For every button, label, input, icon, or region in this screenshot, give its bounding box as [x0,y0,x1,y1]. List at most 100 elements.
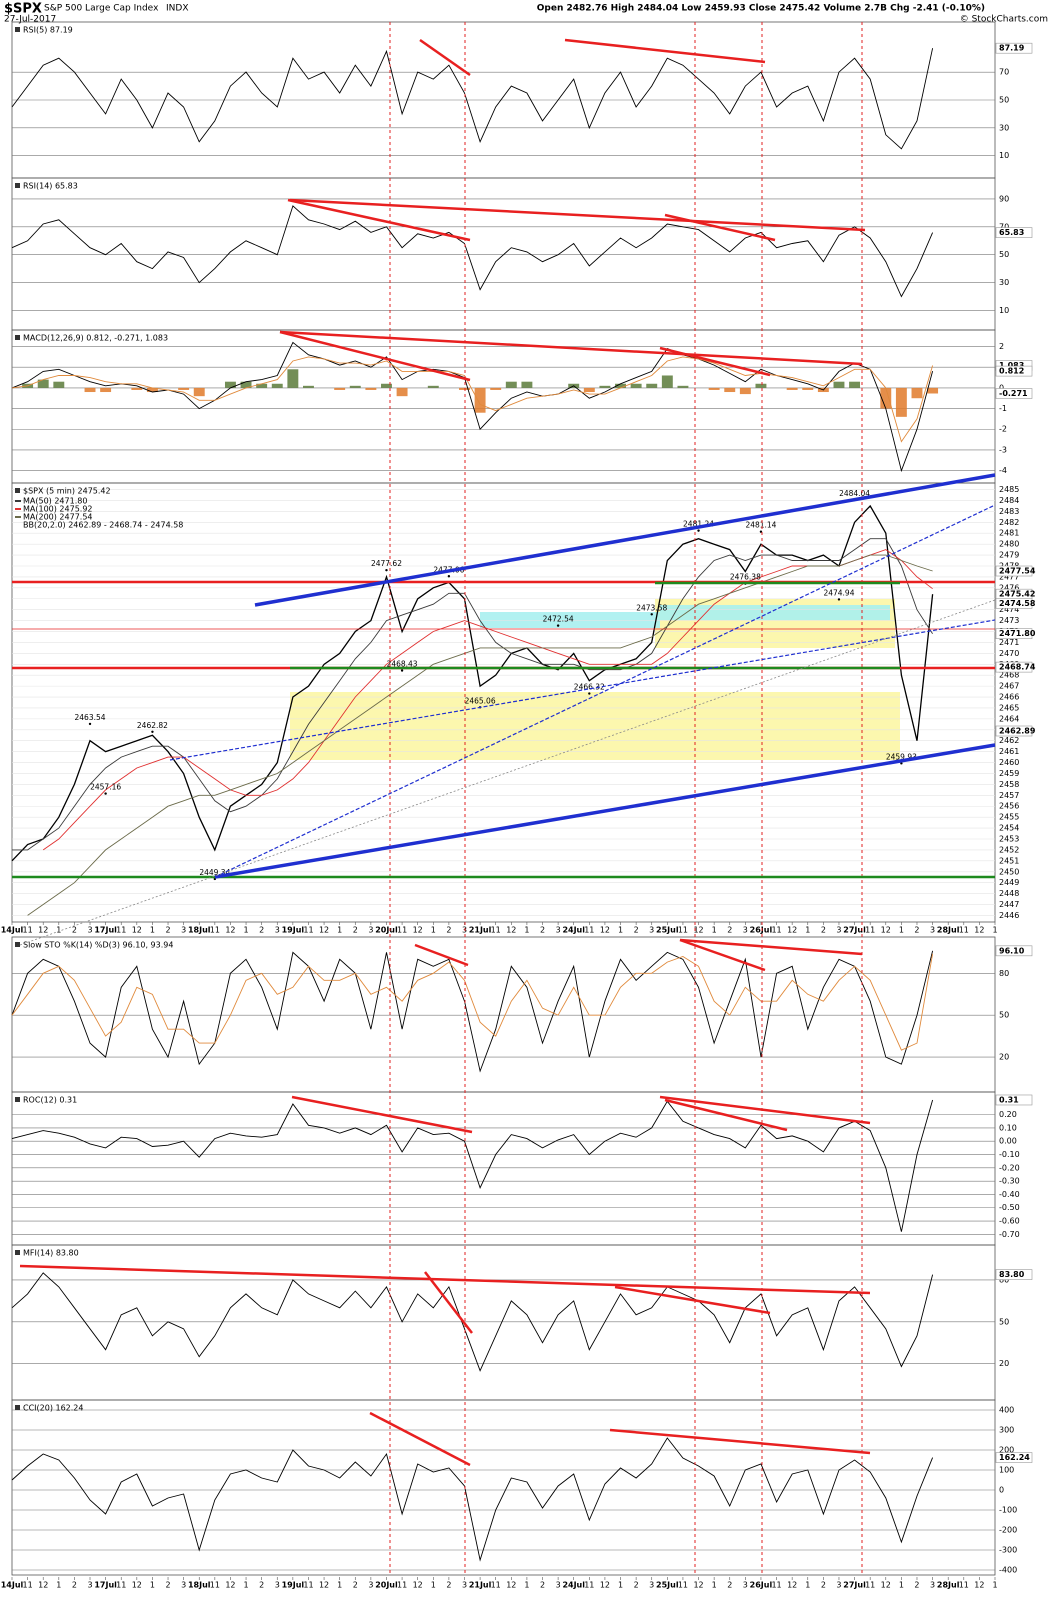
legend-entry: MA(200) 2477.54 [23,513,93,522]
x-tick-label: 1 [431,926,436,935]
panel-frame [11,1399,996,1576]
channel-line [254,473,996,607]
annotation-label: 2463.54 [75,713,106,722]
histogram-bar [599,385,611,388]
annotation-label: 2484.04 [839,489,870,498]
y-tick-label: 2452 [999,845,1019,854]
x-tick-label: 12 [974,1581,984,1590]
divergence-line [424,1271,473,1334]
series-line [27,554,933,916]
x-tick-label: 11 [210,1581,220,1590]
annotation-label: 2459.93 [886,752,917,761]
x-tick-label: 11 [23,1581,33,1590]
x-tick-label: 24Jul [562,1581,585,1590]
value-tag [995,388,1033,399]
panel-title: Slow STO %K(14) %D(3) 96.10, 93.94 [23,941,173,950]
y-tick-label: 2477 [999,572,1019,581]
x-tick-label: 11 [959,1581,969,1590]
trend-line [169,619,996,761]
x-tick-label: 11 [23,926,33,935]
annotation-label: 2466.32 [574,683,605,692]
x-tick-label: 2 [727,1581,732,1590]
y-tick-label: 50 [999,1317,1009,1326]
divergence-line [289,198,866,232]
credit: © StockCharts.com [960,15,1048,25]
y-tick-label: 2481 [999,529,1019,538]
value-tag-label: 87.19 [999,44,1025,53]
y-tick-label: 0.20 [999,1110,1017,1119]
value-tag-label: 162.24 [999,1453,1030,1462]
channel-line [214,743,996,879]
value-tag-label: 65.83 [999,228,1024,237]
y-tick-label: -300 [999,1546,1017,1555]
x-tick-label: 12 [974,926,984,935]
x-tick-label: 11 [959,926,969,935]
x-tick-label: 3 [649,926,654,935]
histogram-bar [131,387,143,390]
histogram-bar [287,369,299,388]
x-tick-label: 12 [693,926,703,935]
x-tick-label: 11 [116,1581,126,1590]
x-tick-label: 3 [462,1581,467,1590]
y-tick-label: 0 [999,383,1004,392]
y-tick-label: 2471 [999,638,1019,647]
x-tick-label: 2 [540,1581,545,1590]
y-tick-label: 400 [999,1406,1014,1415]
x-tick-label: 28Jul [937,926,960,935]
x-tick-label: 2 [259,926,264,935]
histogram-bar [521,381,533,388]
histogram-bar [661,375,673,388]
y-tick-label: 2458 [999,780,1019,789]
annotation-point [385,568,388,572]
value-tag-label: 2475.42 [999,590,1035,599]
x-tick-label: 25Jul [656,926,679,935]
divergence-line [419,38,471,77]
y-tick-label: -2 [999,425,1007,434]
y-tick-label: -0.60 [999,1217,1020,1226]
x-tick-label: 1 [712,1581,717,1590]
value-tag [995,1094,1033,1106]
y-tick-label: 300 [999,1426,1014,1435]
y-tick-label: 2455 [999,813,1019,822]
divergence-line [279,330,863,366]
annotation-label: 2476.38 [730,573,761,582]
x-tick-label: 11 [210,926,220,935]
y-tick-label: 2450 [999,867,1019,876]
x-tick-label: 3 [556,926,561,935]
title-marker [15,1097,20,1102]
y-tick-label: 80 [999,969,1009,978]
y-tick-label: 100 [999,1466,1014,1475]
annotation-point [88,722,92,726]
x-tick-label: 11 [771,926,781,935]
y-tick-label: 2451 [999,856,1019,865]
y-tick-label: -0.10 [999,1150,1020,1159]
x-tick-label: 3 [368,1581,373,1590]
divergence-line [291,1095,473,1134]
annotation-point [400,669,404,672]
x-tick-label: 1 [805,926,810,935]
histogram-bar [365,387,377,390]
x-tick-label: 2 [821,1581,826,1590]
histogram-bar [708,387,720,390]
histogram-bar [833,381,845,388]
x-tick-label: 2 [634,926,639,935]
panel-title: ROC(12) 0.31 [23,1096,77,1105]
y-tick-label: 80 [999,1275,1009,1284]
x-tick-label: 17Jul [94,1581,117,1590]
x-tick-label: 1 [618,926,623,935]
x-tick-label: 2 [540,926,545,935]
histogram-bar [505,381,517,388]
histogram-bar [880,387,892,409]
histogram-bar [911,387,923,399]
y-tick-label: 0.00 [999,1137,1017,1146]
histogram-bar [646,383,658,388]
value-tag-label: 2468.74 [999,663,1036,672]
cyan-zone [480,612,660,628]
histogram-bar [427,385,439,388]
x-tick-label: 11 [491,926,501,935]
y-tick-label: 2468 [999,671,1019,680]
x-tick-label: 12 [319,926,329,935]
annotation-label: 2468.43 [387,660,418,669]
y-tick-label: 90 [999,194,1009,203]
y-tick-label: 2473 [999,616,1019,625]
